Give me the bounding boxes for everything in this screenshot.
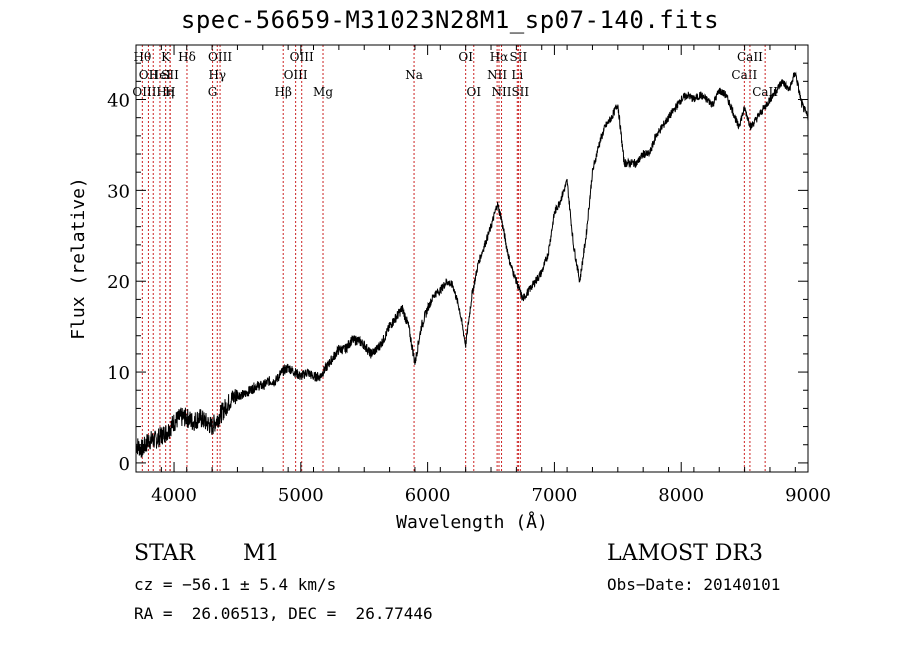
y-tick-label: 10 <box>107 363 130 384</box>
line-label: NII <box>492 85 512 99</box>
x-tick-label: 9000 <box>785 485 831 506</box>
line-label: Hγ <box>208 68 226 82</box>
line-label: Hδ <box>178 50 196 64</box>
obs-date: Obs−Date: 20140101 <box>607 575 781 594</box>
coordinates: RA = 26.06513, DEC = 26.77446 <box>134 604 433 623</box>
line-label: OIII <box>208 50 232 64</box>
y-tick-label: 20 <box>107 272 130 293</box>
x-tick-label: 4000 <box>151 485 197 506</box>
line-label: OI <box>458 50 473 64</box>
chart-title: spec-56659-M31023N28M1_sp07-140.fits <box>180 6 720 34</box>
line-label: CaII <box>731 68 757 82</box>
line-label: OIII <box>284 68 308 82</box>
line-label: OI <box>466 85 481 99</box>
line-label: Li <box>511 68 523 82</box>
object-class: STAR <box>134 541 195 566</box>
redshift-text: cz = −56.1 ± 5.4 km/s <box>134 575 337 594</box>
line-label: CaII <box>737 50 763 64</box>
object-subclass: M1 <box>243 541 280 566</box>
line-label: NII <box>487 68 507 82</box>
emission-line-markers: HθOIIOIIIHηHeIKSIIHHδGHγOIIIHβOIIIOIIIMg… <box>132 45 778 472</box>
line-label: OIIIHη <box>132 85 174 99</box>
x-tick-label: 5000 <box>278 485 324 506</box>
line-label: H <box>165 85 175 99</box>
line-label: Hβ <box>275 85 292 99</box>
line-label: G <box>208 85 218 99</box>
line-label: Mg <box>313 85 333 99</box>
axis-ticks: 4000 5000 6000 7000 8000 9000 0 10 20 30 40 <box>107 44 831 506</box>
y-axis-label: Flux (relative) <box>68 177 89 340</box>
line-label: SII <box>510 50 528 64</box>
x-axis-label: Wavelength (Å) <box>396 511 548 533</box>
series-line-spectrum <box>135 71 809 458</box>
y-tick-label: 30 <box>107 181 130 202</box>
survey-name: LAMOST DR3 <box>607 541 763 566</box>
line-label: Na <box>405 68 423 82</box>
plot-frame <box>135 44 809 473</box>
line-label: SII <box>511 85 529 99</box>
line-label: Hα <box>490 50 509 64</box>
line-label: K <box>161 50 171 64</box>
y-tick-label: 40 <box>107 91 130 112</box>
line-label: Hθ <box>133 50 151 64</box>
series-group <box>135 71 809 458</box>
x-tick-label: 8000 <box>658 485 704 506</box>
x-tick-label: 7000 <box>532 485 578 506</box>
x-tick-label: 6000 <box>405 485 451 506</box>
y-tick-label: 0 <box>119 454 130 475</box>
line-label: OIII <box>290 50 314 64</box>
